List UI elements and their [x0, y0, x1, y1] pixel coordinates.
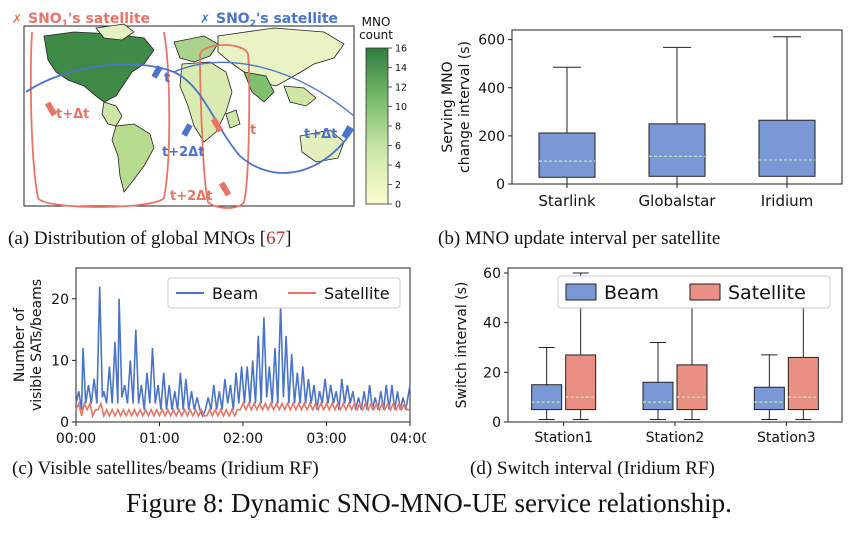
y-axis-label-line: visible SATs/beams	[29, 279, 45, 411]
sno1-coverage-2	[199, 44, 251, 209]
x-tick-label: Globalstar	[639, 192, 717, 210]
sno1-coverage	[29, 31, 171, 208]
y-tick-label: 200	[478, 129, 505, 145]
y-tick-label: 40	[483, 316, 501, 332]
x-tick-label: 01:00	[139, 431, 179, 447]
x-tick-label: 04:00	[390, 431, 426, 447]
series-line-satellite	[75, 400, 410, 419]
x-tick-label: 02:00	[223, 431, 263, 447]
label-blue-t-dt: t+Δt	[304, 127, 337, 142]
y-axis-label: Serving MNOchange interval (s)	[440, 41, 473, 173]
caption-d: (d) Switch interval (Iridium RF)	[470, 458, 715, 479]
sno2-orbit-back	[173, 61, 355, 117]
box-starlink	[538, 132, 596, 178]
box-beam	[753, 386, 785, 411]
svg-text:SNO1's satellite: SNO1's satellite	[28, 11, 150, 29]
box-iridium	[758, 119, 816, 177]
svg-text:✗: ✗	[200, 12, 210, 26]
colorbar-tick-label: 6	[395, 141, 401, 152]
y-tick-label: 600	[478, 33, 505, 49]
figure-title: Figure 8: Dynamic SNO-MNO-UE service rel…	[126, 488, 732, 518]
legend-swatch	[565, 283, 597, 301]
y-tick-label: 60	[483, 266, 501, 282]
colorbar-tick-label: 2	[395, 180, 401, 191]
chart-switch-interval: 0 20 40 60 Station1 Station2 Station3 Beam Satel…	[454, 266, 843, 446]
label-red-t: t	[250, 123, 256, 138]
y-axis-label-line: Number of	[12, 307, 28, 382]
box-satellite	[787, 356, 819, 411]
colorbar-tick-label: 0	[395, 200, 401, 211]
sno2-orbit	[25, 63, 355, 174]
x-tick-label: 00:00	[56, 431, 96, 447]
x-tick-label: Station3	[757, 430, 816, 446]
y-tick-label: 0	[496, 177, 505, 193]
box-beam	[642, 381, 674, 411]
y-axis-label: Number ofvisible SATs/beams	[12, 279, 45, 411]
legend	[167, 277, 401, 309]
y-axis-label: Switch interval (s)	[454, 282, 470, 409]
colorbar-tick-label: 16	[395, 44, 407, 55]
box-beam	[531, 384, 563, 411]
legend-label: Beam	[212, 284, 258, 303]
legend-label: Satellite	[324, 284, 390, 303]
colorbar-title-2: count	[359, 28, 393, 42]
series-line-beam	[75, 286, 411, 418]
svg-text:✗: ✗	[12, 12, 22, 26]
y-tick-label: 20	[51, 292, 69, 308]
box-satellite	[565, 354, 597, 411]
label-red-t-2dt: t+2Δt	[170, 189, 212, 204]
y-axis-label-line: Serving MNO	[440, 61, 456, 152]
box-globalstar	[648, 123, 706, 177]
colorbar-ticks: 16 14 12 10 8 6 4 2 0	[388, 44, 407, 211]
label-blue-t-2dt: t+2Δt	[162, 145, 204, 160]
caption-c: (c) Visible satellites/beams (Iridium RF…	[12, 458, 319, 479]
caption-a: (a) Distribution of global MNOs [67]	[8, 228, 292, 249]
satellite-icon	[44, 101, 232, 197]
y-axis-label-line: change interval (s)	[457, 41, 473, 173]
colorbar-tick-label: 12	[395, 83, 407, 94]
x-tick-label: Iridium	[761, 192, 814, 210]
label-red-t-dt: t+Δt	[56, 107, 89, 122]
x-tick-label: 03:00	[306, 431, 346, 447]
legend-label: Satellite	[728, 282, 806, 304]
box-satellite	[676, 364, 708, 411]
x-tick-label: Starlink	[538, 192, 596, 210]
colorbar-tick-label: 14	[395, 63, 407, 74]
colorbar-tick-label: 10	[395, 102, 407, 113]
y-tick-label: 0	[60, 415, 69, 431]
legend-label: Beam	[604, 282, 659, 304]
svg-text:SNO2's satellite: SNO2's satellite	[216, 11, 338, 29]
label-blue-t: t	[164, 71, 170, 86]
sno1-legend: ✗ SNO1's satellite	[12, 11, 150, 29]
chart-visible-satellites-beams: 0 10 20 00:00 01:00 02:00 03:00 04:00 Beam Satell…	[12, 267, 426, 447]
y-tick-label: 10	[51, 353, 69, 369]
mno-world-map: ✗ SNO1's satellite ✗ SNO2's satellite t+…	[12, 11, 407, 211]
caption-b: (b) MNO update interval per satellite	[438, 228, 721, 249]
y-tick-label: 20	[483, 365, 501, 381]
legend-swatch	[689, 283, 721, 301]
y-tick-label: 400	[478, 81, 505, 97]
colorbar-title: MNO	[362, 15, 391, 29]
satellite-icon-blue	[151, 65, 353, 139]
colorbar-tick-label: 8	[395, 122, 401, 133]
colorbar-tick-label: 4	[395, 161, 401, 172]
sno2-legend: ✗ SNO2's satellite	[200, 11, 338, 29]
colorbar	[365, 47, 389, 205]
x-tick-label: Station2	[646, 430, 705, 446]
x-tick-label: Station1	[534, 430, 593, 446]
y-tick-label: 0	[492, 415, 501, 431]
chart-mno-update-interval: 0 200 400 600 Starlink Globalstar Iridium Servi…	[440, 29, 843, 210]
